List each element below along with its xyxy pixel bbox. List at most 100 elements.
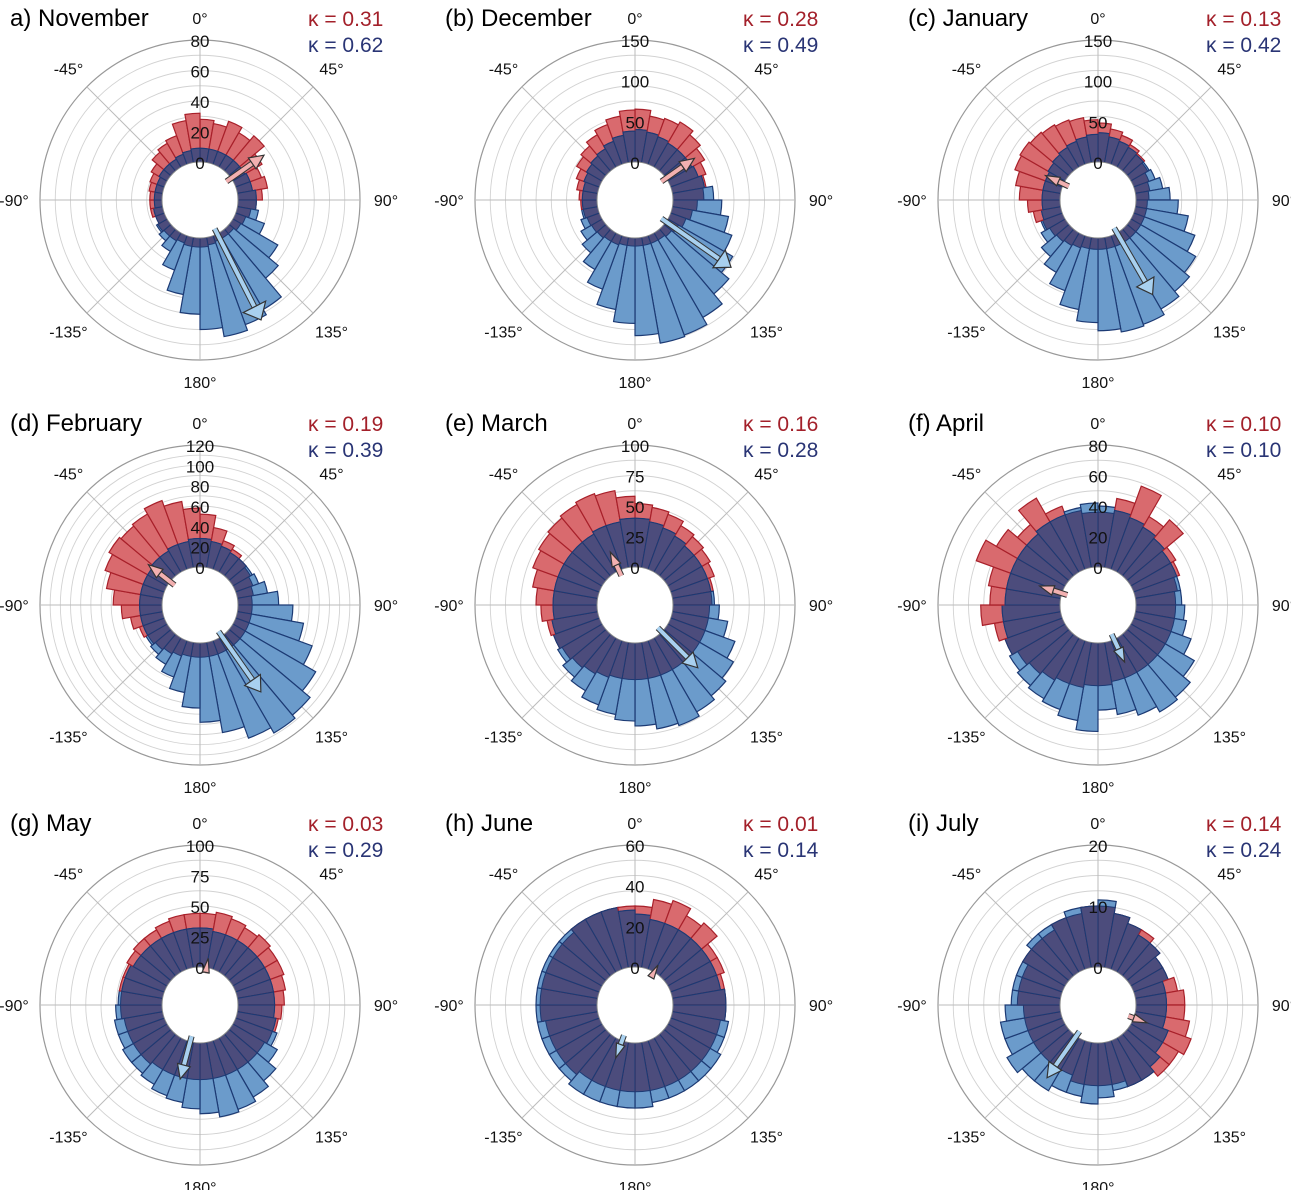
angle-label: -90°	[434, 598, 464, 615]
angle-label: -45°	[54, 61, 84, 78]
angle-label: 180°	[183, 1180, 216, 1190]
radial-tick-label: 20	[1089, 837, 1108, 856]
angle-label: -135°	[49, 325, 87, 342]
polar-panel-2: 0 50 100 150 0° 45° 90° 135° 180° -135° -90° -45° (b…	[434, 5, 833, 392]
mean-direction-arrow-blue	[211, 227, 267, 321]
angle-label: -135°	[49, 1130, 87, 1147]
angle-label: 0°	[192, 816, 207, 833]
inner-hole	[596, 966, 674, 1044]
angle-label: -45°	[952, 466, 982, 483]
angle-label: 135°	[1213, 1130, 1246, 1147]
angle-label: -90°	[0, 193, 29, 210]
bars	[1014, 117, 1197, 333]
radial-tick-label: 60	[626, 837, 645, 856]
radial-tick-label: 100	[1084, 73, 1112, 92]
kappa-blue: κ = 0.49	[743, 34, 818, 57]
radial-tick-label: 0	[1093, 559, 1102, 578]
kappa-blue: κ = 0.62	[308, 34, 383, 57]
mean-direction-arrow-blue	[655, 625, 699, 669]
angle-label: 90°	[374, 998, 398, 1015]
polar-panel-6: 0 20 40 60 80 0° 45° 90° 135° 180° -135° -90° -45° (f…	[897, 410, 1291, 797]
kappa-blue: κ = 0.28	[743, 439, 818, 462]
panel-title: (b) December	[445, 5, 592, 32]
polar-panel-8: 0 20 40 60 0° 45° 90° 135° 180° -135° -90° -45° (h) …	[434, 810, 833, 1190]
angle-label: 0°	[1090, 11, 1105, 28]
kappa-red: κ = 0.14	[1206, 813, 1282, 836]
polar-panel-3: 0 50 100 150 0° 45° 90° 135° 180° -135° -90° -45° (c…	[897, 5, 1291, 392]
mean-direction-arrow-red	[647, 964, 659, 980]
polar-panel-1: 0 20 40 60 80 0° 45° 90° 135° 180° -135° -90° -45° a)…	[0, 5, 398, 392]
angle-label: 180°	[618, 375, 651, 392]
angle-label: 180°	[183, 375, 216, 392]
kappa-blue: κ = 0.24	[1206, 839, 1282, 862]
angle-label: -135°	[947, 325, 985, 342]
kappa-blue: κ = 0.39	[308, 439, 383, 462]
inner-hole	[161, 966, 239, 1044]
angle-label: -135°	[947, 730, 985, 747]
radial-tick-label: 0	[1093, 959, 1102, 978]
kappa-red: κ = 0.28	[743, 8, 818, 31]
angle-label: 90°	[374, 193, 398, 210]
mean-direction-arrow-blue	[659, 216, 732, 269]
mean-direction-arrow-red	[147, 563, 177, 588]
kappa-blue: κ = 0.14	[743, 839, 819, 862]
mean-direction-arrow-blue	[1108, 633, 1126, 664]
angle-label: 135°	[750, 1130, 783, 1147]
kappa-red: κ = 0.13	[1206, 8, 1281, 31]
inner-hole	[161, 161, 239, 239]
panel-title: (h) June	[445, 810, 533, 837]
kappa-blue: κ = 0.29	[308, 839, 383, 862]
radial-tick-label: 40	[1089, 498, 1108, 517]
radial-tick-label: 100	[186, 457, 214, 476]
radial-tick-label: 10	[1089, 898, 1108, 917]
mean-direction-arrow-red	[1127, 1013, 1150, 1024]
angle-label: 45°	[319, 466, 343, 483]
angle-label: -45°	[952, 866, 982, 883]
angle-label: -45°	[489, 61, 519, 78]
mean-direction-arrow-blue	[615, 1034, 627, 1060]
angle-label: 135°	[315, 325, 348, 342]
angle-label: 45°	[1217, 866, 1241, 883]
angle-label: 45°	[754, 61, 778, 78]
kappa-red: κ = 0.01	[743, 813, 818, 836]
radial-tick-label: 80	[191, 478, 210, 497]
radial-tick-label: 0	[630, 154, 639, 173]
mean-direction-arrow-red	[609, 550, 625, 577]
angle-label: 180°	[618, 1180, 651, 1190]
radial-tick-label: 20	[191, 124, 210, 143]
mean-direction-arrow-red	[201, 958, 210, 974]
angle-label: -90°	[897, 998, 927, 1015]
angle-label: 45°	[754, 466, 778, 483]
angle-label: -45°	[952, 61, 982, 78]
angle-label: -90°	[0, 998, 29, 1015]
angle-label: -135°	[484, 730, 522, 747]
panel-title: (i) July	[908, 810, 979, 837]
angle-label: 90°	[809, 193, 833, 210]
angle-label: 180°	[183, 780, 216, 797]
radial-tick-label: 0	[195, 559, 204, 578]
bar-overlap	[153, 199, 164, 209]
mean-direction-arrow-blue	[216, 629, 262, 693]
angle-label: 135°	[1213, 325, 1246, 342]
bar-overlap	[634, 236, 644, 247]
radial-tick-label: 50	[1089, 113, 1108, 132]
radial-tick-label: 50	[626, 113, 645, 132]
angle-label: 45°	[1217, 61, 1241, 78]
angle-label: 45°	[319, 866, 343, 883]
mean-direction-arrow-blue	[176, 1035, 195, 1081]
grid-spoke	[86, 226, 174, 314]
panel-title: (g) May	[10, 810, 91, 837]
mean-direction-arrow-red	[1043, 174, 1070, 190]
panel-title: a) November	[10, 5, 149, 32]
kappa-red: κ = 0.19	[308, 413, 383, 436]
angle-label: -45°	[54, 866, 84, 883]
angle-label: 180°	[618, 780, 651, 797]
angle-label: -135°	[484, 1130, 522, 1147]
angle-label: 45°	[319, 61, 343, 78]
radial-tick-label: 20	[1089, 529, 1108, 548]
angle-label: -135°	[49, 730, 87, 747]
inner-hole	[1059, 161, 1137, 239]
kappa-blue: κ = 0.10	[1206, 439, 1281, 462]
angle-label: 180°	[1081, 375, 1114, 392]
